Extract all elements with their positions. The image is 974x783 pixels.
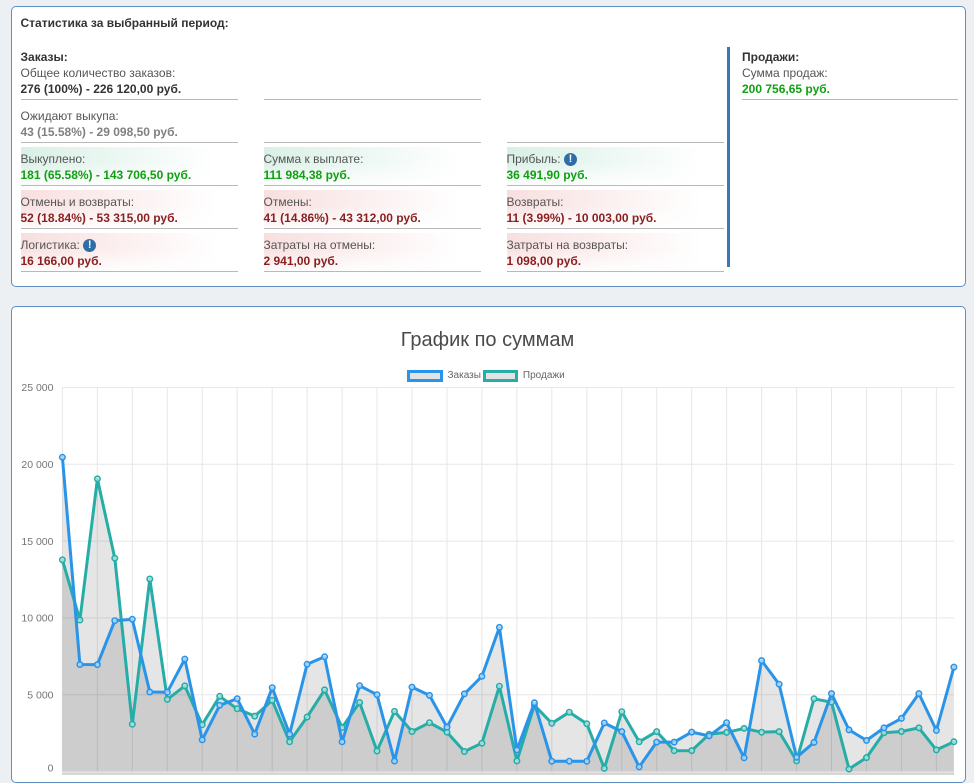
svg-text:0: 0	[48, 763, 54, 775]
svg-text:20 000: 20 000	[21, 459, 53, 471]
svg-text:15 000: 15 000	[21, 536, 53, 548]
svg-text:10 000: 10 000	[21, 613, 53, 625]
svg-text:25 000: 25 000	[21, 382, 53, 394]
svg-text:5 000: 5 000	[27, 689, 53, 701]
